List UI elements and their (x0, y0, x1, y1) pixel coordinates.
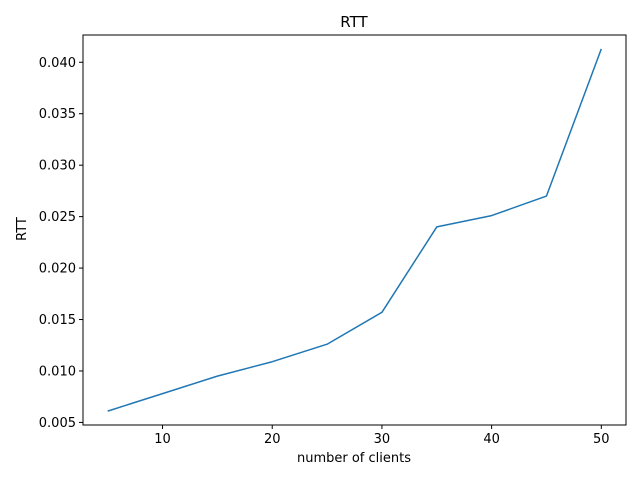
y-tick-label: 0.035 (39, 107, 76, 122)
chart-title: RTT (340, 13, 368, 31)
x-tick-label: 20 (264, 432, 281, 447)
y-tick-label: 0.020 (39, 262, 76, 277)
y-tick-label: 0.015 (39, 313, 76, 328)
rtt-series-line (107, 48, 603, 412)
y-tick-label: 0.030 (39, 159, 76, 174)
y-tick-label: 0.010 (39, 364, 76, 379)
x-axis-ticks: 10 20 30 40 50 (154, 425, 610, 447)
y-axis-ticks: 0.005 0.010 0.015 0.020 0.025 0.030 0.035 0.040 (39, 56, 83, 431)
y-axis-label: RTT (15, 217, 30, 241)
y-tick-label: 0.025 (39, 210, 76, 225)
y-tick-label: 0.005 (39, 416, 76, 431)
x-tick-label: 30 (374, 432, 391, 447)
x-tick-label: 10 (154, 432, 171, 447)
x-axis-label: number of clients (297, 451, 411, 466)
series-layer (107, 48, 603, 412)
x-tick-label: 50 (593, 432, 610, 447)
y-tick-label: 0.040 (39, 56, 76, 71)
axes-frame (82, 34, 627, 426)
plot-area: 10 20 30 40 50 0.005 0.010 0.015 0.020 0.025 0.03… (39, 34, 627, 447)
x-tick-label: 40 (483, 432, 500, 447)
